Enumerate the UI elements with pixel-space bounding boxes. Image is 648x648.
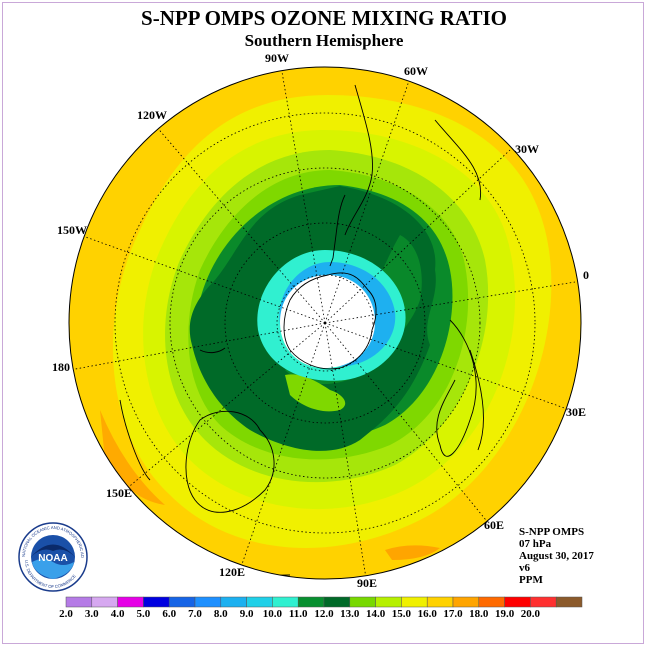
colorbar-tick-label: 4.0 xyxy=(110,608,125,620)
info-version: v6 xyxy=(519,562,530,574)
colorbar-tick-label: 7.0 xyxy=(188,608,202,620)
patch-orange-2 xyxy=(385,545,440,560)
colorbar-tick-label: 16.0 xyxy=(417,608,437,620)
lon-label-60e: 60E xyxy=(484,518,505,532)
lon-label-150e: 150E xyxy=(106,486,133,500)
colorbar-tick-label: 8.0 xyxy=(213,608,228,620)
patch-green-light xyxy=(285,374,346,412)
colorbar-tick-label: 14.0 xyxy=(365,608,386,620)
map-boundary xyxy=(68,66,582,580)
lon-label-90e: 90E xyxy=(357,576,378,590)
noaa-logo: NOAA NATIONAL OCEANIC AND ATMOSPHERIC AD… xyxy=(18,522,88,592)
patch-orange-1 xyxy=(100,410,165,505)
page-title: S-NPP OMPS OZONE MIXING RATIO xyxy=(141,6,507,30)
colorbar-tick-label: 3.0 xyxy=(84,608,99,620)
colorbar-tick-label: 5.0 xyxy=(136,608,151,620)
colorbar-tick-label: 6.0 xyxy=(162,608,177,620)
lon-label-60w: 60W xyxy=(404,64,428,78)
colorbar-tick-label: 12.0 xyxy=(314,608,334,620)
colorbar-tick-label: 15.0 xyxy=(391,608,412,620)
lon-label-0: 0 xyxy=(583,268,589,282)
info-units: PPM xyxy=(519,574,543,586)
colorbar-tick-label: 19.0 xyxy=(494,608,515,620)
lon-label-150w: 150W xyxy=(57,223,87,237)
graticule xyxy=(69,67,576,579)
colorbar-tick-label: 2.0 xyxy=(59,608,73,620)
lon-label-90w: 90W xyxy=(265,51,289,65)
colorbar-tick-label: 13.0 xyxy=(340,608,360,620)
colorbar-tick-label: 18.0 xyxy=(469,608,489,620)
colorbar-tick-label: 10.0 xyxy=(262,608,283,620)
page-subtitle: Southern Hemisphere xyxy=(244,31,404,50)
colorbar-tick-label: 9.0 xyxy=(239,608,254,620)
info-date: August 30, 2017 xyxy=(519,550,594,562)
lon-label-120w: 120W xyxy=(137,108,167,122)
lon-label-30w: 30W xyxy=(515,142,539,156)
info-block: S-NPP OMPS 07 hPa August 30, 2017 v6 PPM xyxy=(519,526,594,586)
info-instrument: S-NPP OMPS xyxy=(519,526,585,538)
colorbar-tick-label: 20.0 xyxy=(520,608,541,620)
info-level: 07 hPa xyxy=(519,538,552,550)
colorbar-tick-label: 11.0 xyxy=(288,608,308,620)
lon-label-120e: 120E xyxy=(219,565,246,579)
noaa-logo-text: NOAA xyxy=(38,553,67,564)
lon-label-180: 180 xyxy=(52,360,70,374)
colorbar-tick-label: 17.0 xyxy=(443,608,463,620)
lon-label-30e: 30E xyxy=(566,405,587,419)
